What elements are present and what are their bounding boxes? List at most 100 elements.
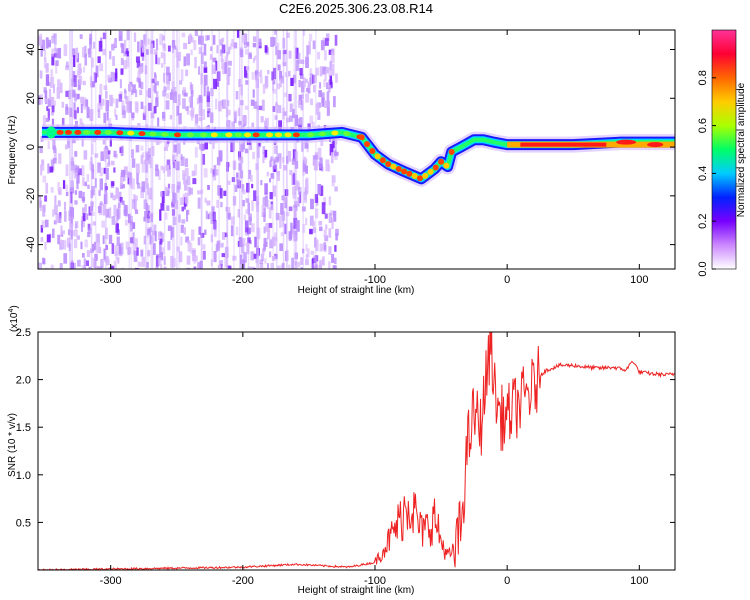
- noise-speck: [263, 226, 266, 234]
- noise-speck: [329, 75, 333, 85]
- noise-speck: [69, 107, 73, 117]
- noise-speck: [89, 76, 93, 88]
- noise-speck: [217, 264, 222, 269]
- noise-speck: [212, 175, 217, 181]
- noise-speck: [59, 212, 62, 219]
- noise-speck: [213, 250, 217, 263]
- x-axis-label: Height of straight line (km): [298, 285, 415, 296]
- noise-speck: [90, 206, 94, 212]
- noise-speck: [180, 224, 185, 233]
- noise-speck: [162, 166, 165, 174]
- noise-speck: [274, 115, 278, 120]
- noise-speck: [191, 170, 196, 177]
- noise-speck: [129, 220, 133, 232]
- noise-speck: [202, 109, 206, 121]
- noise-speck: [146, 262, 149, 268]
- noise-speck: [207, 213, 210, 220]
- noise-speck: [307, 81, 311, 88]
- noise-speck: [249, 174, 253, 182]
- noise-speck: [110, 71, 115, 82]
- y-multiplier-exponent: 4: [8, 309, 15, 313]
- noise-speck: [242, 139, 246, 150]
- noise-speck: [329, 210, 334, 216]
- noise-speck: [104, 148, 107, 160]
- noise-speck: [119, 35, 122, 41]
- noise-speck: [132, 158, 136, 168]
- noise-speck: [123, 166, 128, 175]
- noise-speck: [49, 166, 54, 173]
- noise-streak: [69, 30, 71, 269]
- noise-speck: [52, 33, 56, 38]
- heatmap-noise: [38, 30, 339, 269]
- noise-speck: [145, 203, 148, 214]
- noise-streak: [276, 30, 278, 269]
- noise-speck: [91, 143, 94, 155]
- noise-speck: [242, 32, 246, 43]
- noise-speck: [41, 268, 44, 269]
- noise-speck: [154, 49, 158, 56]
- noise-speck: [323, 197, 327, 205]
- noise-speck: [227, 180, 231, 185]
- noise-speck: [50, 76, 54, 89]
- noise-speck: [248, 169, 252, 179]
- ridge-peak: [358, 134, 365, 141]
- noise-speck: [47, 163, 50, 174]
- noise-speck: [204, 197, 207, 203]
- noise-speck: [210, 168, 213, 174]
- noise-speck: [264, 241, 268, 247]
- noise-speck: [277, 64, 281, 71]
- noise-speck: [143, 199, 147, 210]
- noise-speck: [183, 92, 188, 97]
- noise-speck: [131, 89, 134, 95]
- noise-speck: [238, 78, 242, 87]
- noise-speck: [186, 53, 190, 66]
- noise-speck: [298, 79, 301, 88]
- noise-speck: [226, 100, 230, 107]
- noise-speck: [329, 143, 334, 156]
- noise-speck: [79, 118, 83, 125]
- noise-speck: [309, 68, 313, 76]
- noise-speck: [72, 48, 76, 57]
- noise-speck: [62, 230, 65, 235]
- noise-speck: [87, 231, 91, 238]
- noise-speck: [334, 150, 337, 157]
- noise-speck: [65, 65, 70, 71]
- noise-speck: [297, 261, 301, 268]
- noise-speck: [62, 180, 66, 189]
- noise-speck: [74, 229, 78, 237]
- noise-speck: [73, 170, 78, 179]
- noise-speck: [224, 56, 228, 65]
- noise-speck: [130, 237, 134, 244]
- noise-speck: [308, 41, 311, 53]
- noise-speck: [131, 112, 135, 119]
- noise-speck: [190, 84, 194, 94]
- ridge-peak: [138, 131, 146, 137]
- noise-speck: [224, 61, 228, 74]
- noise-speck: [319, 157, 323, 169]
- noise-streak: [286, 30, 288, 269]
- y-tick-label: 20: [25, 92, 37, 104]
- noise-speck: [39, 33, 43, 41]
- noise-speck: [70, 180, 75, 189]
- noise-speck: [187, 186, 191, 196]
- noise-speck: [277, 50, 281, 60]
- noise-speck: [275, 46, 278, 56]
- noise-speck: [142, 112, 147, 120]
- noise-speck: [328, 261, 331, 269]
- noise-speck: [47, 108, 50, 121]
- noise-speck: [245, 80, 249, 85]
- noise-streak: [257, 30, 260, 269]
- noise-speck: [140, 39, 144, 48]
- noise-speck: [71, 90, 76, 97]
- noise-speck: [228, 60, 232, 66]
- noise-speck: [293, 235, 297, 242]
- noise-speck: [197, 237, 201, 246]
- noise-speck: [232, 255, 237, 261]
- noise-speck: [324, 70, 327, 81]
- noise-speck: [298, 94, 303, 105]
- noise-speck: [289, 170, 293, 176]
- noise-speck: [183, 173, 186, 185]
- noise-speck: [57, 234, 61, 245]
- noise-speck: [288, 50, 292, 59]
- noise-speck: [173, 144, 178, 153]
